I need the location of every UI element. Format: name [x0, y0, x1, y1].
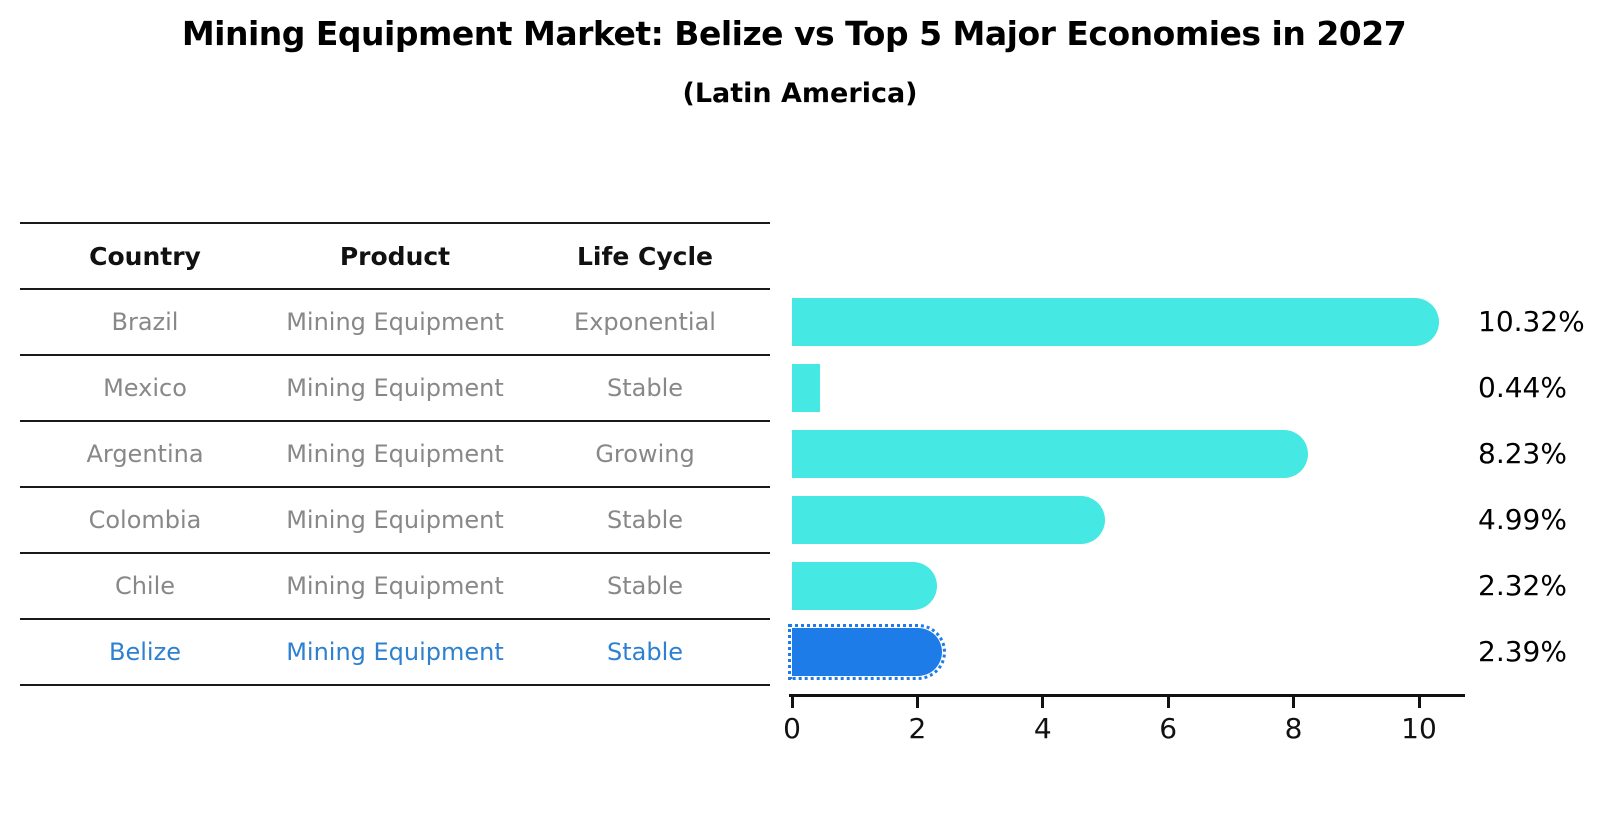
life-cycle-cell: Stable: [606, 572, 684, 600]
table-row-colombia: Colombia Mining Equipment Stable: [20, 488, 770, 554]
x-axis-tick: [790, 694, 794, 708]
value-label-chile: 2.32%: [1478, 569, 1567, 602]
x-tick-label: 4: [1033, 712, 1052, 745]
page-title: Mining Equipment Market: Belize vs Top 5…: [181, 14, 1407, 53]
country-cell: Mexico: [103, 374, 187, 402]
value-label-mexico: 0.44%: [1478, 371, 1567, 404]
bar-argentina: [792, 430, 1308, 478]
country-cell: Belize: [109, 638, 181, 666]
product-cell: Mining Equipment: [286, 572, 504, 600]
x-axis-tick: [915, 694, 919, 708]
bar-brazil: [792, 298, 1439, 346]
product-cell: Mining Equipment: [286, 308, 504, 336]
product-cell: Mining Equipment: [286, 506, 504, 534]
country-cell: Brazil: [111, 308, 179, 336]
table-row-mexico: Mexico Mining Equipment Stable: [20, 356, 770, 422]
table-header-row: Country Product Life Cycle: [20, 222, 770, 290]
country-cell: Argentina: [86, 440, 204, 468]
country-cell: Colombia: [88, 506, 202, 534]
country-table: Country Product Life Cycle Brazil Mining Equ…: [20, 222, 770, 686]
x-tick-label: 2: [908, 712, 927, 745]
table-row-brazil: Brazil Mining Equipment Exponential: [20, 290, 770, 356]
product-cell: Mining Equipment: [286, 440, 504, 468]
x-tick-label: 6: [1159, 712, 1178, 745]
country-cell: Chile: [114, 572, 176, 600]
product-cell: Mining Equipment: [286, 374, 504, 402]
value-label-argentina: 8.23%: [1478, 437, 1567, 470]
x-axis-tick: [1417, 694, 1421, 708]
product-cell: Mining Equipment: [286, 638, 504, 666]
value-label-brazil: 10.32%: [1478, 305, 1585, 338]
x-axis-tick: [1166, 694, 1170, 708]
bar-belize: [788, 624, 946, 680]
bar-chile: [792, 562, 937, 610]
x-axis-line: [789, 694, 1465, 697]
life-cycle-cell: Growing: [595, 440, 695, 468]
bar-mexico: [792, 364, 820, 412]
table-row-chile: Chile Mining Equipment Stable: [20, 554, 770, 620]
life-cycle-cell: Stable: [606, 506, 684, 534]
table-row-argentina: Argentina Mining Equipment Growing: [20, 422, 770, 488]
life-cycle-cell: Stable: [606, 374, 684, 402]
column-header: Product: [339, 241, 451, 271]
column-header: Country: [89, 241, 201, 271]
x-axis-tick: [1292, 694, 1296, 708]
x-tick-label: 8: [1284, 712, 1303, 745]
column-header: Life Cycle: [576, 241, 714, 271]
life-cycle-cell: Exponential: [574, 308, 716, 336]
bar-colombia: [792, 496, 1105, 544]
x-axis-tick: [1041, 694, 1045, 708]
page-subtitle: (Latin America): [682, 78, 918, 109]
x-tick-label: 0: [783, 712, 801, 745]
table-row-belize: Belize Mining Equipment Stable: [20, 620, 770, 686]
life-cycle-cell: Stable: [606, 638, 684, 666]
value-label-belize: 2.39%: [1478, 635, 1567, 668]
x-tick-label: 10: [1401, 712, 1437, 745]
value-label-colombia: 4.99%: [1478, 503, 1567, 536]
